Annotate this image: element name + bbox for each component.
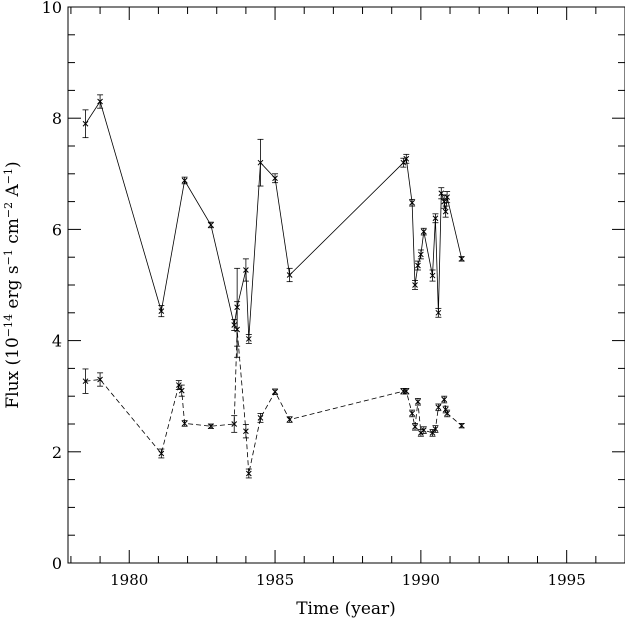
data-point: [412, 282, 418, 288]
series-1: [82, 94, 465, 347]
data-point: [403, 155, 410, 162]
data-point: [409, 410, 415, 417]
data-point: [286, 272, 293, 278]
data-point: [82, 378, 89, 385]
y-tick-label: 0: [52, 554, 62, 573]
data-point: [435, 404, 442, 411]
data-point: [158, 450, 165, 457]
y-tick-labels: 0 2 4 6 8 10: [42, 0, 62, 573]
data-point: [412, 423, 418, 430]
data-point: [458, 256, 465, 262]
data-point: [243, 267, 249, 273]
x-tick-label: 1980: [110, 571, 148, 589]
data-point: [257, 415, 264, 421]
y-tick-label: 10: [42, 0, 62, 17]
data-point: [231, 421, 238, 427]
data-point: [257, 159, 264, 166]
data-point: [208, 423, 214, 430]
data-point: [97, 98, 103, 105]
data-point: [420, 228, 427, 235]
axis-ticks: [68, 6, 625, 564]
x-tick-label: 1995: [548, 571, 586, 589]
data-series: [82, 94, 465, 479]
data-point: [442, 208, 449, 215]
data-point: [272, 388, 278, 395]
data-point: [420, 427, 427, 433]
data-point: [272, 175, 278, 182]
data-point: [441, 396, 448, 403]
data-point: [158, 308, 165, 314]
data-point: [243, 428, 249, 435]
series-line: [85, 100, 463, 339]
data-point: [429, 430, 436, 436]
y-tick-label: 2: [52, 443, 62, 462]
x-axis-label: Time (year): [296, 599, 396, 619]
data-point: [444, 410, 450, 417]
data-point: [458, 422, 465, 429]
data-point: [418, 251, 424, 258]
data-point: [181, 420, 188, 427]
x-tick-label: 1990: [402, 571, 440, 589]
data-point: [429, 272, 436, 279]
data-point: [178, 387, 185, 394]
x-tick-labels: 1980 1985 1990 1995: [110, 571, 586, 589]
data-point: [432, 215, 439, 222]
series-2: [82, 301, 465, 479]
data-point: [234, 326, 240, 333]
data-point: [286, 416, 293, 423]
data-point: [82, 120, 89, 127]
data-point: [245, 470, 252, 477]
data-point: [415, 262, 421, 269]
data-point: [432, 426, 439, 432]
data-point: [245, 336, 252, 342]
data-point: [444, 194, 450, 201]
y-tick-label: 6: [52, 220, 62, 239]
series-line: [85, 329, 462, 474]
y-tick-label: 4: [52, 332, 62, 351]
x-tick-label: 1985: [256, 571, 294, 589]
data-point: [208, 222, 214, 228]
data-point: [403, 388, 410, 395]
data-point: [409, 199, 415, 206]
data-point: [415, 398, 421, 405]
plot-frame: [67, 6, 625, 564]
data-point: [435, 309, 442, 316]
data-point: [400, 159, 407, 166]
data-point: [97, 376, 103, 383]
data-point: [181, 177, 188, 184]
y-axis-label: Flux (10−14 erg s−1 cm−2 A−1): [2, 161, 23, 408]
data-point: [441, 198, 448, 205]
data-point: [231, 322, 238, 328]
y-tick-label: 8: [52, 109, 62, 128]
